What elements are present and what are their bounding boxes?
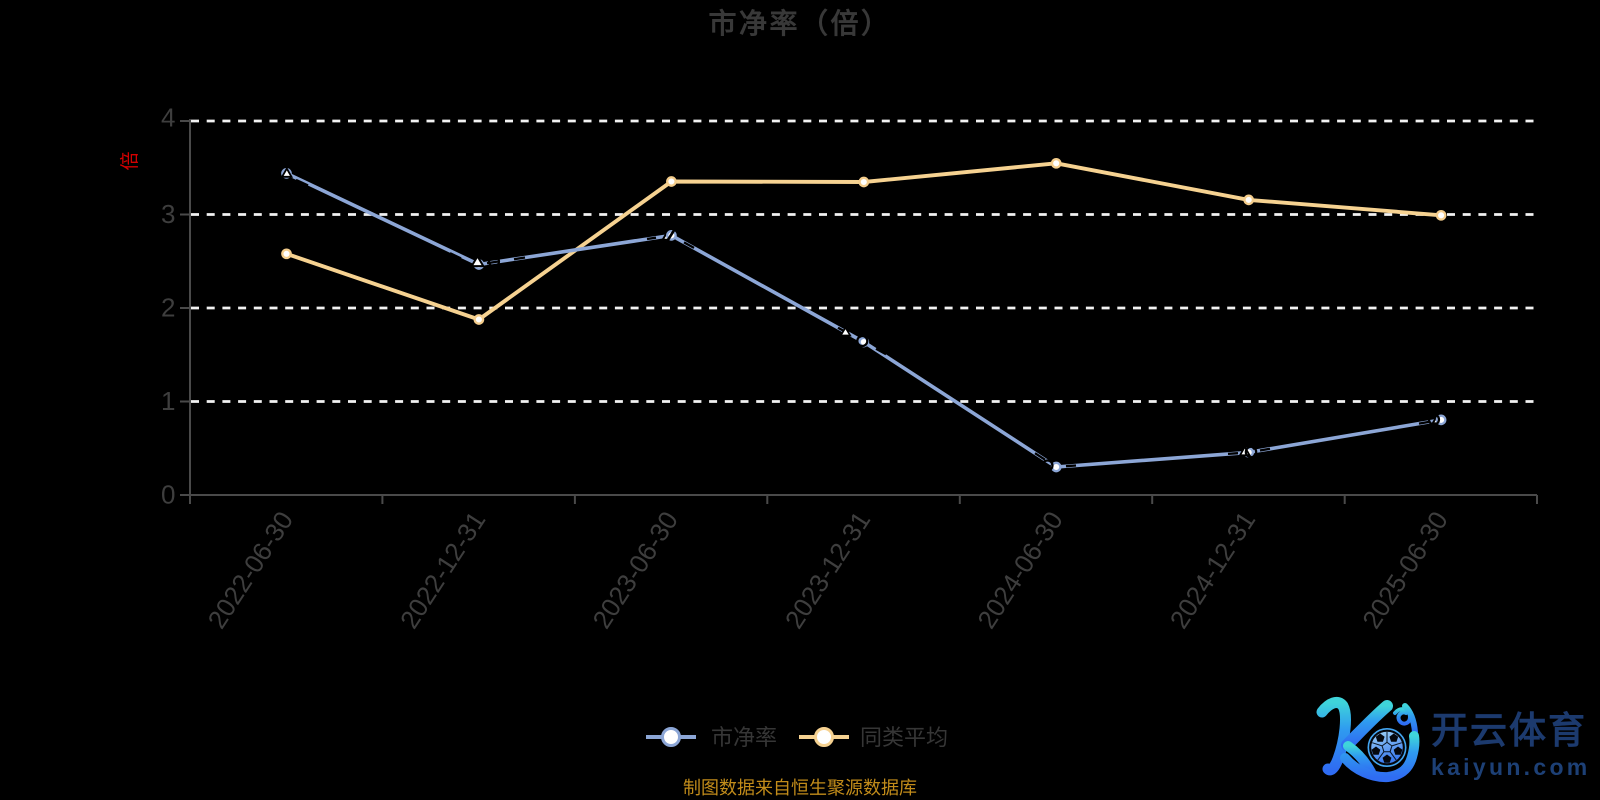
svg-text:同类平均: 同类平均 — [860, 725, 948, 750]
svg-text:市净率: 市净率 — [711, 725, 777, 750]
svg-text:4: 4 — [161, 103, 175, 133]
svg-text:3: 3 — [161, 199, 175, 229]
svg-text:kaiyun.com: kaiyun.com — [1431, 754, 1591, 780]
svg-text:2: 2 — [161, 293, 175, 323]
svg-text:市净率（倍）: 市净率（倍） — [708, 7, 891, 39]
svg-text:制图数据来自恒生聚源数据库: 制图数据来自恒生聚源数据库 — [683, 778, 917, 798]
svg-text:1: 1 — [161, 386, 175, 416]
svg-text:0: 0 — [161, 480, 175, 510]
svg-text:倍: 倍 — [119, 151, 141, 170]
svg-text:开云体育: 开云体育 — [1431, 710, 1587, 751]
